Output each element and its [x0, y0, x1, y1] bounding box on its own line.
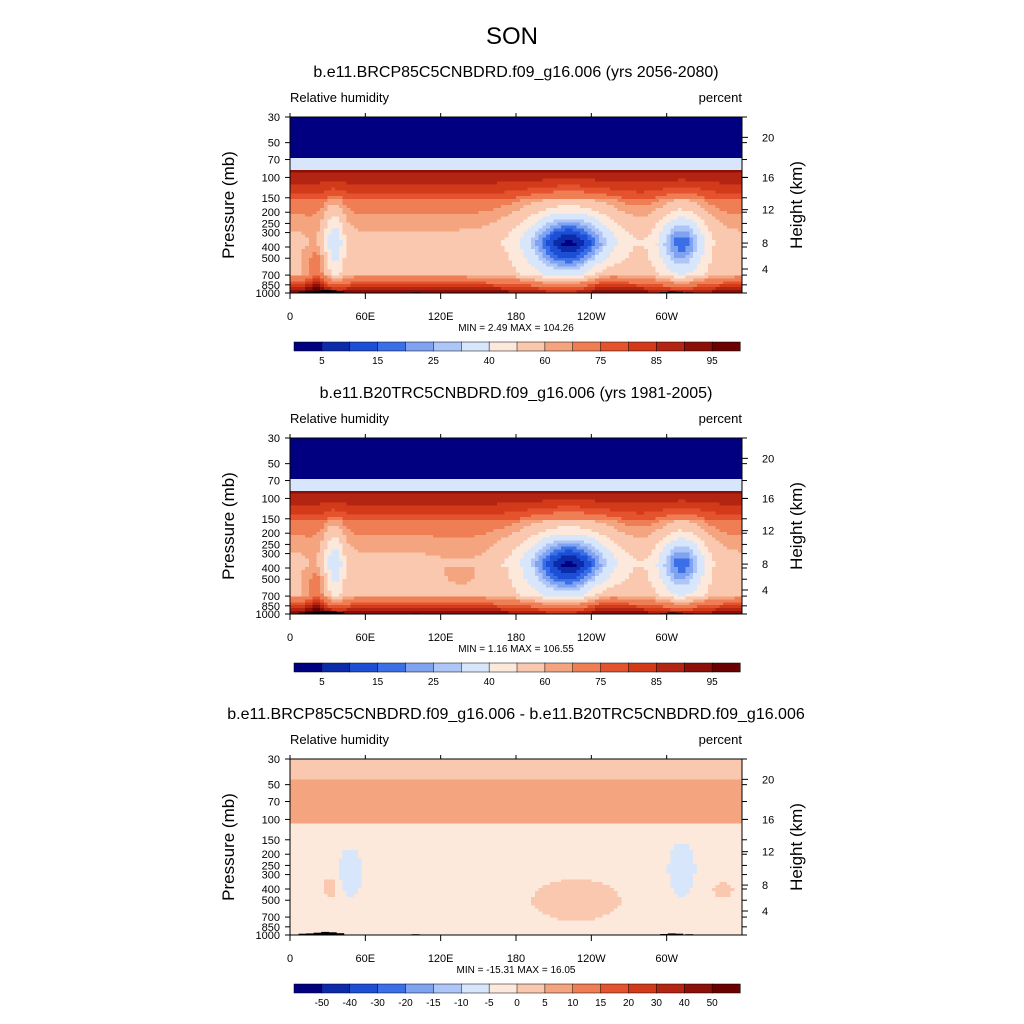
field-cells — [290, 117, 743, 294]
panel-1: b.e11.BRCP85C5CNBDRD.f09_g16.006 (yrs 20… — [219, 64, 806, 367]
left-label: Relative humidity — [290, 90, 389, 105]
figure-title: SON — [486, 23, 538, 50]
right-label: percent — [699, 90, 743, 105]
panel-title: b.e11.BRCP85C5CNBDRD.f09_g16.006 (yrs 20… — [313, 64, 718, 81]
